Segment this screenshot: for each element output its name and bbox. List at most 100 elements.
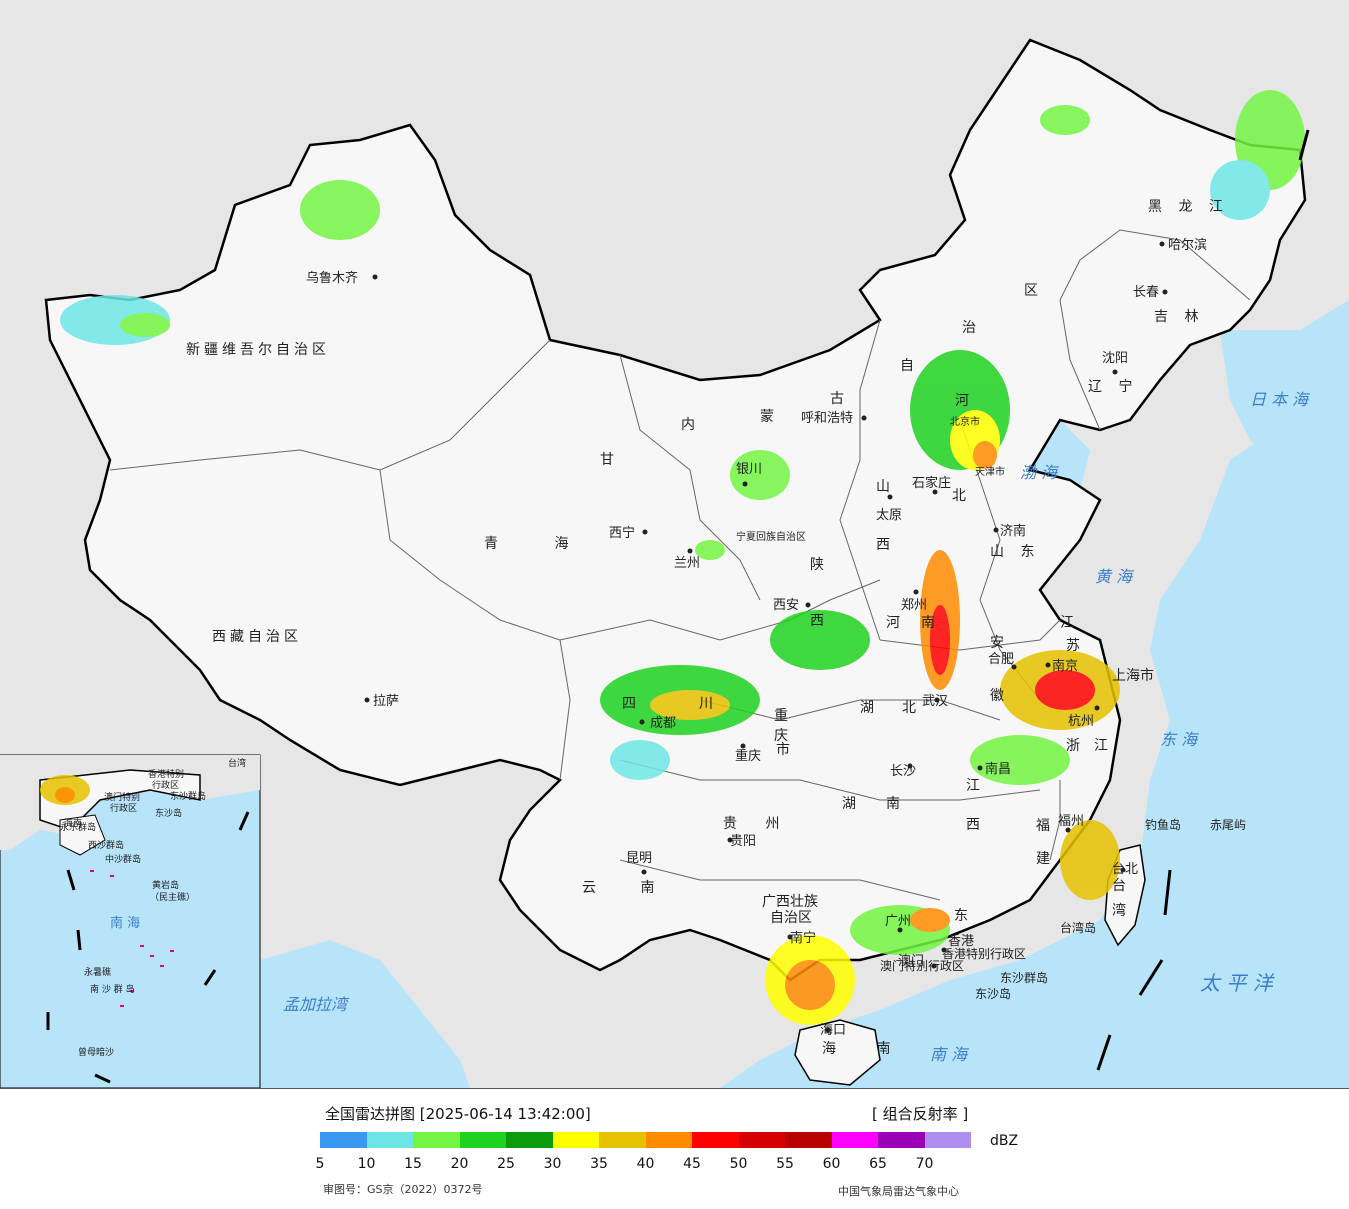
inset-label: 西沙群岛 [88, 839, 124, 851]
color-swatch [738, 1132, 785, 1148]
province-label: 南 [886, 796, 900, 812]
province-label: 市 [776, 741, 790, 758]
city-label: 香港 [948, 934, 974, 949]
province-label: 新疆维吾尔自治区 [186, 342, 330, 358]
province-boundaries [109, 229, 1251, 901]
city-label: 呼和浩特 [801, 411, 853, 426]
city-label: 昆明 [626, 851, 652, 866]
scale-tick-label: 55 [776, 1156, 794, 1172]
inset-label: 中沙群岛 [105, 853, 141, 865]
inset-label: 澳门特别 [104, 791, 140, 803]
legend: 全国雷达拼图 [2025-06-14 13:42:00] [ 组合反射率 ] d… [0, 1088, 1349, 1209]
maritime-boundary [1096, 129, 1310, 1071]
city-label: 福州 [1058, 814, 1084, 829]
inset-label: 香港特别 [148, 768, 184, 780]
color-swatch [320, 1132, 367, 1148]
inset-label: 永暑礁 [84, 966, 111, 978]
color-swatch [599, 1132, 646, 1148]
color-swatch [366, 1132, 413, 1148]
province-label: 河 [955, 393, 969, 409]
map-approval-number: 审图号：GS京（2022）0372号 [323, 1183, 483, 1196]
inset-label: （民主礁） [150, 891, 195, 903]
province-label: 苏 [1066, 638, 1080, 654]
province-label: 湾 [1112, 902, 1126, 919]
province-label: 海 南 [822, 1041, 908, 1057]
province-label: 安 [990, 635, 1004, 651]
inset-label: 南 海 [110, 915, 140, 931]
scale-tick-label: 45 [683, 1156, 701, 1172]
scale-tick-label: 10 [357, 1156, 376, 1172]
scale-tick-label: 70 [915, 1156, 934, 1172]
ocean-japan-sea [1220, 300, 1349, 480]
city-label: 澳门 [898, 953, 924, 969]
province-label: 吉 林 [1154, 309, 1204, 325]
sea-label: 孟加拉湾 [283, 995, 350, 1014]
color-scale-ticks: 5 10 15 20 25 30 35 40 45 50 55 60 65 70 [316, 1156, 1020, 1174]
scale-tick-label: 60 [822, 1156, 841, 1172]
color-swatch [878, 1132, 925, 1148]
inset-label: 东沙群岛 [170, 790, 206, 802]
province-label: 江 [966, 778, 980, 794]
city-label: 台北 [1112, 862, 1138, 877]
province-label: 江 [1094, 738, 1108, 754]
scale-tick-label: 20 [450, 1156, 469, 1172]
inset-label: 黄岩岛 [152, 879, 179, 891]
province-label: 自治区 [770, 910, 812, 926]
island-label: 台湾岛 [1060, 920, 1096, 935]
inset-label: 海南 [64, 817, 82, 829]
inset-label: 永乐群岛 [60, 821, 96, 833]
province-label: 宁夏回族自治区 [736, 530, 806, 543]
city-label: 长春 [1133, 285, 1159, 300]
inset-label: 台湾 [228, 757, 246, 769]
color-swatch [459, 1132, 506, 1148]
city-label: 合肥 [988, 652, 1014, 667]
ocean-bay-bengal [260, 940, 470, 1088]
province-label: 建 [1036, 851, 1050, 867]
sea-label: 渤 海 [1020, 463, 1059, 482]
city-label: 广州 [885, 914, 911, 929]
scale-tick-label: 15 [404, 1156, 422, 1172]
province-label: 湖 [860, 700, 874, 716]
sea-labels: 日 本 海 渤 海 黄 海 东 海 南 海 太 平 洋 孟加拉湾 [283, 390, 1310, 1064]
island-label: 钓鱼岛 [1145, 817, 1181, 832]
scale-tick-label: 40 [636, 1156, 655, 1172]
province-label: 山 [876, 479, 890, 495]
province-label: 内 [681, 417, 695, 433]
city-label: 沈阳 [1102, 351, 1128, 366]
city-label: 西安 [773, 598, 799, 613]
province-label: 徽 [990, 688, 1004, 704]
city-label: 海口 [820, 1023, 846, 1038]
province-label: 陕 [810, 557, 824, 573]
province-label: 北 [902, 700, 916, 716]
city-label: 南昌 [985, 761, 1011, 777]
product-label: [ 组合反射率 ] [872, 1105, 969, 1123]
province-label: 蒙 [760, 409, 774, 425]
city-label: 成都 [650, 716, 676, 731]
scale-tick-label: 50 [729, 1156, 748, 1172]
city-label: 杭州 [1068, 714, 1094, 729]
island-labels: 钓鱼岛 赤尾屿 台湾岛 东沙群岛 东沙岛 [975, 817, 1246, 1001]
city-markers [364, 241, 1168, 1033]
color-swatch [692, 1132, 739, 1148]
city-label: 郑州 [901, 598, 927, 613]
island-label: 东沙岛 [975, 986, 1011, 1001]
province-labels: 新疆维吾尔自治区 西藏自治区 青 海 甘 内 蒙 古 自 治 区 黑 龙 江 吉… [186, 199, 1223, 1057]
city-label: 贵阳 [730, 834, 756, 849]
province-label: 川 [699, 696, 713, 712]
province-label: 天津市 [975, 465, 1005, 478]
color-swatch [831, 1132, 878, 1148]
inset-label: 东沙岛 [155, 807, 182, 819]
radar-map: 新疆维吾尔自治区 西藏自治区 青 海 甘 内 蒙 古 自 治 区 黑 龙 江 吉… [0, 0, 1349, 1088]
color-scale [320, 1132, 971, 1148]
province-label: 河 [886, 615, 900, 631]
province-label: 台 [1112, 878, 1126, 894]
unit-label: dBZ [990, 1133, 1019, 1149]
province-label: 上海市 [1112, 667, 1154, 684]
province-label: 江 [1060, 615, 1074, 631]
sea-label: 太 平 洋 [1200, 971, 1275, 995]
province-label: 甘 [600, 452, 614, 468]
sea-label: 黄 海 [1095, 567, 1134, 586]
city-label: 石家庄 [912, 475, 951, 491]
province-label: 重 [774, 708, 788, 724]
